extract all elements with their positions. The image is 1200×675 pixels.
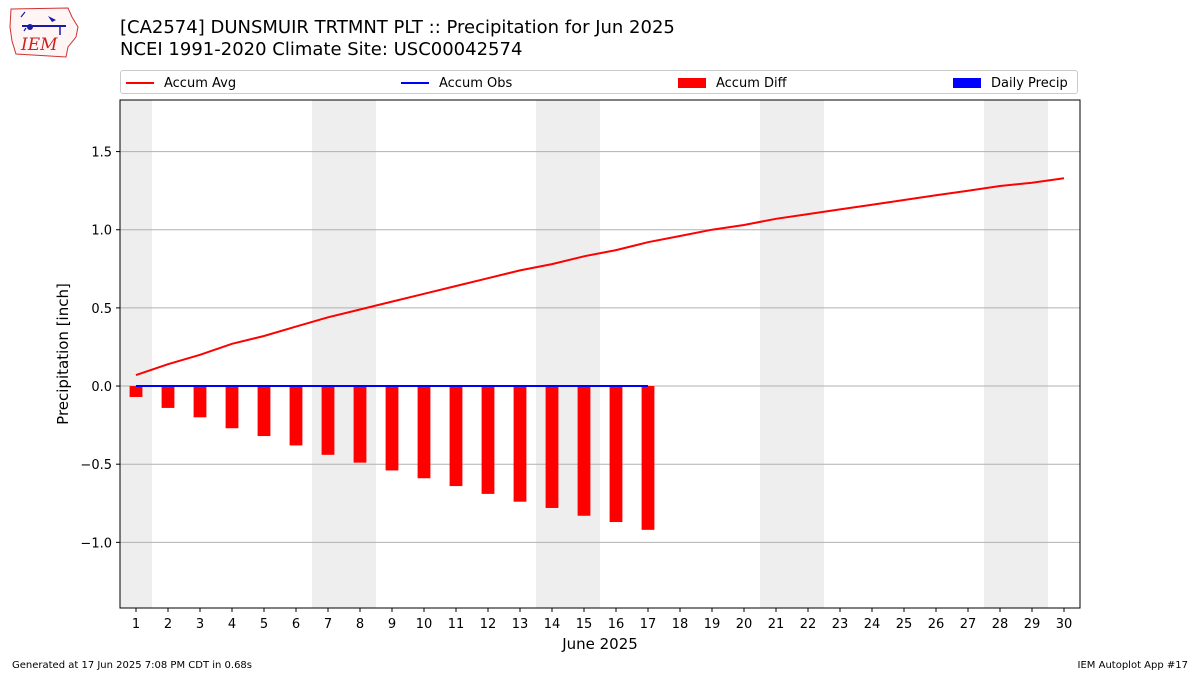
accum-diff-bar-1 — [129, 386, 143, 397]
chart-title: [CA2574] DUNSMUIR TRTMNT PLT :: Precipit… — [120, 17, 675, 61]
x-tick-label-15: 16 — [608, 617, 625, 632]
weekend-band-0 — [120, 100, 152, 608]
plot-frame — [119, 99, 1081, 609]
x-tick-label-21: 22 — [800, 617, 817, 632]
weekend-band-4 — [984, 100, 1048, 608]
weekend-band-2 — [536, 100, 600, 608]
y-tick-label-1: 1.0 — [91, 224, 112, 239]
accum-avg-line — [135, 177, 1065, 377]
x-tick-label-25: 26 — [928, 617, 945, 632]
legend-swatch-accum-diff — [678, 78, 706, 88]
x-tick-label-12: 13 — [512, 617, 529, 632]
weekend-band-3 — [760, 100, 824, 608]
x-tick-label-20: 21 — [768, 617, 785, 632]
x-tick-label-28: 29 — [1024, 617, 1041, 632]
accum-diff-bar-2 — [161, 386, 175, 408]
x-tick-label-29: 30 — [1056, 617, 1073, 632]
legend-item-accum-obs: Accum Obs — [401, 74, 512, 92]
x-axis-label: June 2025 — [561, 635, 638, 653]
legend-item-daily-precip: Daily Precip — [953, 74, 1068, 92]
accum-diff-bar-8 — [353, 386, 367, 463]
accum-diff-bar-13 — [513, 386, 527, 502]
app-credit: IEM Autoplot App #17 — [1077, 660, 1188, 671]
accum-diff-bar-11 — [449, 386, 463, 487]
x-tick-label-22: 23 — [832, 617, 849, 632]
legend-swatch-accum-obs — [401, 82, 429, 84]
legend-label-daily-precip: Daily Precip — [991, 75, 1068, 91]
accum-diff-bar-15 — [577, 386, 591, 516]
accum-diff-bar-3 — [193, 386, 207, 418]
x-tick-label-3: 4 — [228, 617, 236, 632]
legend-item-accum-diff: Accum Diff — [678, 74, 787, 92]
x-tick-label-24: 25 — [896, 617, 913, 632]
accum-diff-bar-7 — [321, 386, 335, 455]
generated-timestamp: Generated at 17 Jun 2025 7:08 PM CDT in … — [12, 660, 253, 671]
x-tick-label-6: 7 — [324, 617, 332, 632]
legend-item-accum-avg: Accum Avg — [126, 74, 236, 92]
x-tick-label-23: 24 — [864, 617, 881, 632]
x-tick-label-5: 6 — [292, 617, 300, 632]
x-tick-label-0: 1 — [132, 617, 140, 632]
iowa-map-icon: IEM — [9, 7, 79, 58]
x-tick-label-2: 3 — [196, 617, 204, 632]
legend-swatch-daily-precip — [953, 78, 981, 88]
x-tick-label-7: 8 — [356, 617, 364, 632]
x-tick-label-1: 2 — [164, 617, 172, 632]
chart-title-line2: NCEI 1991-2020 Climate Site: USC00042574 — [120, 39, 523, 60]
accum-diff-bar-17 — [641, 386, 655, 530]
chart-legend: Accum Avg Accum Obs Accum Diff Daily Pre… — [120, 70, 1078, 94]
legend-label-accum-obs: Accum Obs — [439, 75, 513, 91]
x-tick-label-9: 10 — [416, 617, 433, 632]
y-tick-label-4: −0.5 — [80, 458, 112, 473]
x-tick-label-14: 15 — [576, 617, 593, 632]
y-tick-label-2: 0.5 — [91, 302, 112, 317]
accum-diff-bar-6 — [289, 386, 303, 446]
x-tick-label-10: 11 — [448, 617, 465, 632]
accum-diff-bar-4 — [225, 386, 239, 429]
x-tick-label-8: 9 — [388, 617, 396, 632]
x-tick-label-13: 14 — [544, 617, 561, 632]
x-tick-label-4: 5 — [260, 617, 268, 632]
y-tick-label-3: 0.0 — [91, 380, 112, 395]
chart-title-line1: [CA2574] DUNSMUIR TRTMNT PLT :: Precipit… — [120, 17, 675, 38]
y-tick-label-0: 1.5 — [91, 146, 112, 161]
accum-diff-bar-12 — [481, 386, 495, 494]
accum-diff-bar-9 — [385, 386, 399, 471]
weekend-band-1 — [312, 100, 376, 608]
accum-diff-bar-16 — [609, 386, 623, 523]
y-axis-label: Precipitation [inch] — [54, 283, 72, 425]
x-tick-label-17: 18 — [672, 617, 689, 632]
x-tick-label-19: 20 — [736, 617, 753, 632]
x-tick-label-27: 28 — [992, 617, 1009, 632]
accum-diff-bar-14 — [545, 386, 559, 508]
accum-diff-bar-5 — [257, 386, 271, 437]
iem-logo: IEM — [8, 5, 80, 60]
legend-label-accum-diff: Accum Diff — [716, 75, 787, 91]
x-tick-label-16: 17 — [640, 617, 657, 632]
accum-diff-bar-10 — [417, 386, 431, 479]
svg-text:IEM: IEM — [20, 35, 58, 55]
x-tick-label-26: 27 — [960, 617, 977, 632]
x-tick-label-11: 12 — [480, 617, 497, 632]
legend-label-accum-avg: Accum Avg — [164, 75, 237, 91]
y-tick-label-5: −1.0 — [80, 536, 112, 551]
x-tick-label-18: 19 — [704, 617, 721, 632]
legend-swatch-accum-avg — [126, 82, 154, 84]
